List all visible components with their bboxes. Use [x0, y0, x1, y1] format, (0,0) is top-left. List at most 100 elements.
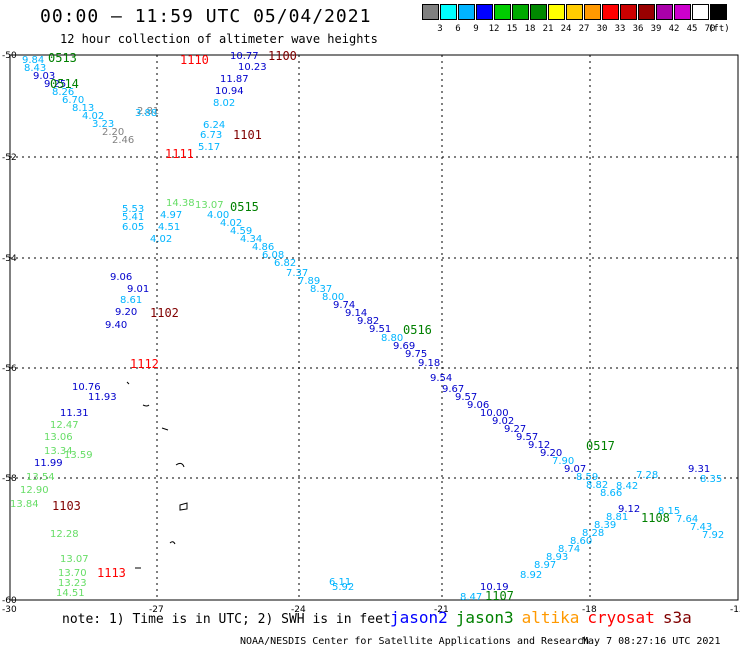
- satellite-name: jason2: [390, 608, 448, 627]
- wave-height-label: 8.92: [520, 570, 542, 581]
- wave-height-label: 9.67: [442, 384, 464, 395]
- y-axis-label: -56: [2, 364, 17, 374]
- wave-height-label: 8.02: [213, 98, 235, 109]
- legend-swatch: [692, 4, 709, 20]
- legend-label: 27: [578, 24, 590, 34]
- legend-label: 21: [542, 24, 554, 34]
- wave-height-label: 4.97: [160, 210, 182, 221]
- wave-height-label: 9.18: [418, 358, 440, 369]
- legend-swatch: [602, 4, 619, 20]
- y-axis-label: -58: [2, 474, 17, 484]
- x-axis-label: -21: [434, 605, 449, 615]
- wave-height-label: 9.82: [357, 316, 379, 327]
- wave-height-label: 5.92: [332, 582, 354, 593]
- footer-timestamp: May 7 08:27:16 UTC 2021: [582, 636, 721, 647]
- legend-swatch: [476, 4, 493, 20]
- wave-height-label: 9.69: [393, 341, 415, 352]
- legend-swatch: [422, 4, 439, 20]
- legend-label: 15: [506, 24, 518, 34]
- wave-height-label: 8.15: [658, 506, 680, 517]
- pass-time-label: 1103: [52, 499, 81, 513]
- map-note: note: 1) Time is in UTC; 2) SWH is in fe…: [62, 612, 391, 627]
- legend-label: 42: [668, 24, 680, 34]
- wave-height-label: 6.24: [203, 120, 225, 131]
- wave-height-label: 9.03: [33, 71, 55, 82]
- wave-height-label: 9.57: [516, 432, 538, 443]
- wave-height-label: 9.84: [22, 55, 44, 66]
- wave-height-label: 13.59: [64, 450, 93, 461]
- legend-label: 45: [686, 24, 698, 34]
- x-axis-labels: -30 -27 -24 -21 -18 -15: [2, 605, 740, 615]
- legend-unit: (ft): [708, 24, 730, 34]
- wave-height-label: 6.82: [274, 258, 296, 269]
- wave-height-label: 9.01: [127, 284, 149, 295]
- y-axis-label: -50: [2, 51, 17, 61]
- legend-swatch: [674, 4, 691, 20]
- y-axis-label: -60: [2, 596, 17, 606]
- wave-height-label: 9.20: [115, 307, 137, 318]
- wave-height-label: 10.23: [238, 62, 267, 73]
- satellite-name: altika: [521, 608, 580, 627]
- wave-height-label: 13.54: [26, 472, 55, 483]
- legend-swatch: [656, 4, 673, 20]
- grid-lines: [10, 55, 738, 600]
- wave-height-label: 4.34: [240, 234, 262, 245]
- wave-height-label: 4.02: [150, 234, 172, 245]
- wave-height-label: 5.17: [198, 142, 220, 153]
- wave-height-label: 8.26: [52, 87, 74, 98]
- legend-label: 36: [632, 24, 644, 34]
- pass-time-label: 1111: [165, 147, 194, 161]
- wave-height-label: 7.92: [702, 530, 724, 541]
- wave-height-label: 4.00: [207, 210, 229, 221]
- wave-height-label: 6.11: [329, 577, 351, 588]
- wave-height-label: 9.75: [405, 349, 427, 360]
- wave-height-label: 7.37: [286, 268, 308, 279]
- x-axis-label: -30: [2, 605, 17, 615]
- wave-height-label: 2.20: [102, 127, 124, 138]
- wave-height-label: 10.00: [480, 408, 509, 419]
- wave-height-label: 9.57: [455, 392, 477, 403]
- wave-height-label: 9.27: [504, 424, 526, 435]
- wave-height-label: 9.40: [105, 320, 127, 331]
- pass-time-label: 0516: [403, 323, 432, 337]
- pass-time-label: 0513: [48, 51, 77, 65]
- legend-label: 6: [455, 24, 461, 34]
- legend-label: 3: [437, 24, 443, 34]
- footer-credit: NOAA/NESDIS Center for Satellite Applica…: [240, 636, 590, 647]
- coastline: [126, 381, 188, 569]
- legend-label: 24: [560, 24, 572, 34]
- legend-swatch: [620, 4, 637, 20]
- wave-height-label: 13.23: [58, 578, 87, 589]
- wave-height-label: 10.19: [480, 582, 509, 593]
- wave-height-label: 8.81: [606, 512, 628, 523]
- legend-label: 9: [473, 24, 479, 34]
- wave-height-label: 8.59: [576, 472, 598, 483]
- wave-height-label: 7.64: [676, 514, 698, 525]
- satellite-legend: jason2 jason3 altika cryosat s3a: [390, 608, 700, 627]
- wave-height-label: 4.51: [158, 222, 180, 233]
- wave-height-label: 5.41: [122, 212, 144, 223]
- wave-height-label: 9.31: [688, 464, 710, 475]
- pass-time-label: 1108: [641, 511, 670, 525]
- wave-height-label: 13.07: [195, 200, 224, 211]
- wave-height-label: 9.12: [618, 504, 640, 515]
- wave-height-label: 8.97: [534, 560, 556, 571]
- legend-swatch: [458, 4, 475, 20]
- x-axis-label: -24: [291, 605, 306, 615]
- wave-height-label: 8.60: [570, 536, 592, 547]
- legend-swatch: [494, 4, 511, 20]
- wave-height-label: 8.47: [460, 592, 482, 603]
- wave-height-label: 7.43: [690, 522, 712, 533]
- legend-swatch: [710, 4, 727, 20]
- wave-height-label: 10.76: [72, 382, 101, 393]
- pass-time-label: 1100: [268, 49, 297, 63]
- wave-height-label: 8.61: [120, 295, 142, 306]
- legend-swatch: [548, 4, 565, 20]
- wave-height-label: 13.07: [60, 554, 89, 565]
- x-axis-label: -27: [149, 605, 164, 615]
- wave-height-label: 9.20: [540, 448, 562, 459]
- wave-height-label: 7.90: [552, 456, 574, 467]
- wave-height-label: 6.08: [262, 250, 284, 261]
- map-subtitle: 12 hour collection of altimeter wave hei…: [60, 32, 378, 46]
